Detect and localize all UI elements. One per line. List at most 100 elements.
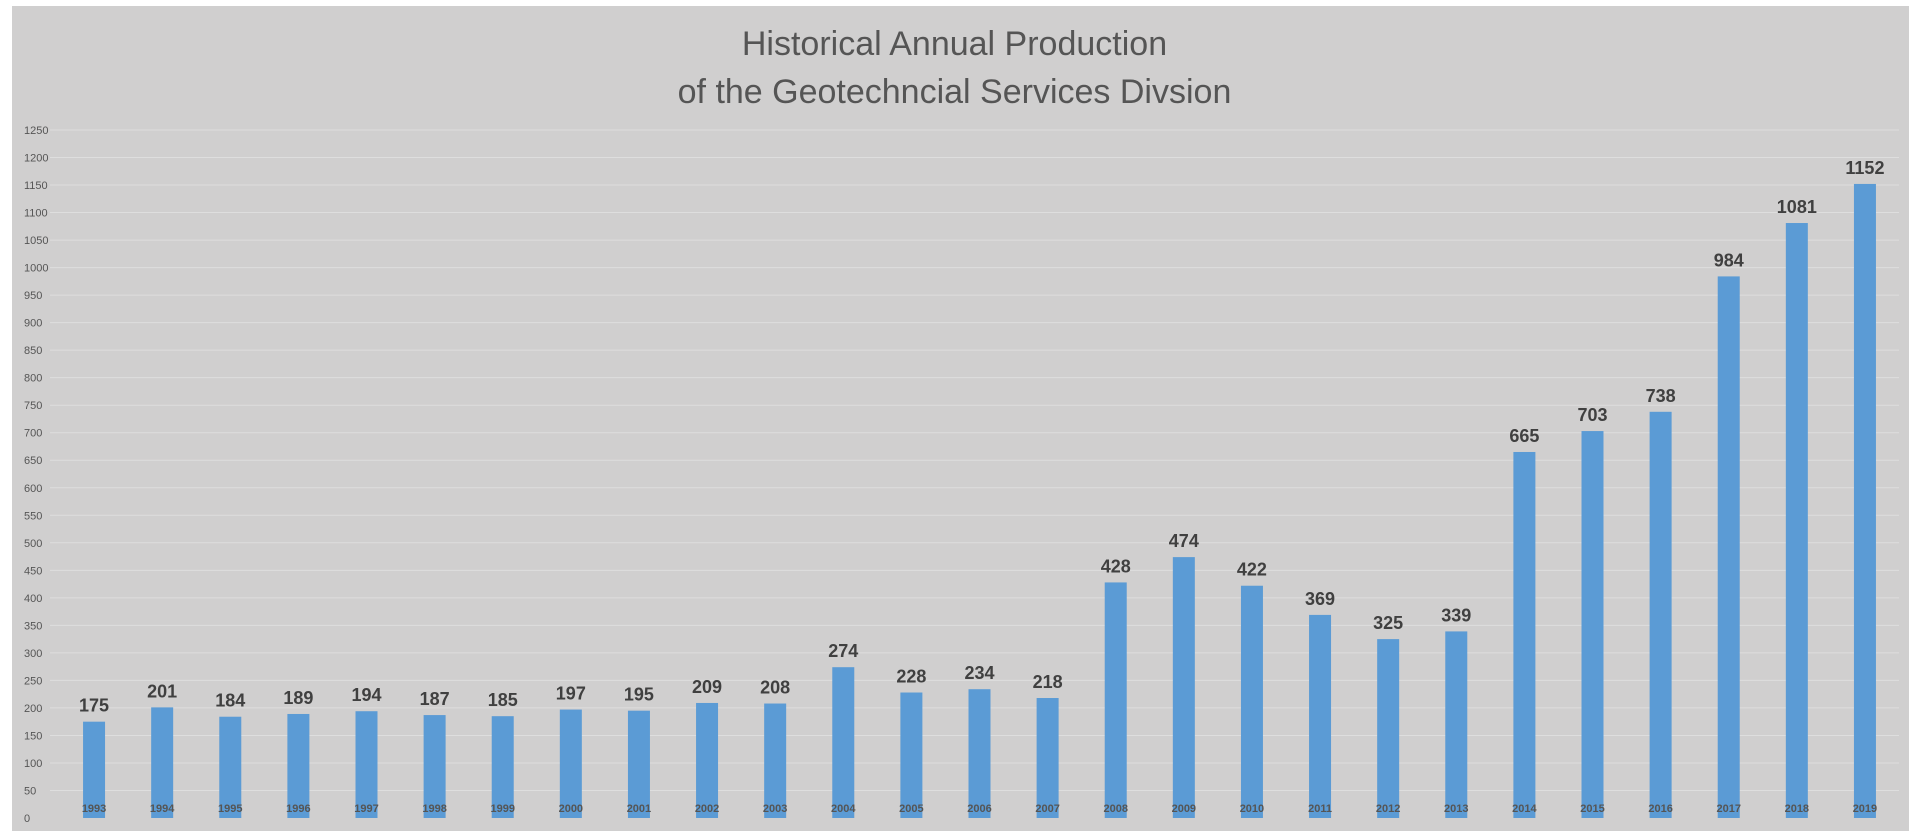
- x-tick-label: 2002: [695, 803, 719, 815]
- data-label: 189: [283, 688, 313, 708]
- bar: [1172, 557, 1195, 818]
- x-tick-label: 2001: [627, 803, 651, 815]
- x-tick-label: 2007: [1035, 803, 1059, 815]
- x-tick-label: 2016: [1648, 803, 1672, 815]
- y-axis-ticks: 0 50 100 150 200 250 300 350 400 450 500 550 600 650 7…: [24, 125, 48, 825]
- data-label: 234: [964, 663, 994, 683]
- y-tick-label: 650: [24, 455, 42, 467]
- y-tick-label: 450: [24, 565, 42, 577]
- y-tick-label: 700: [24, 428, 42, 440]
- x-tick-label: 2008: [1103, 803, 1127, 815]
- bar: [764, 703, 787, 818]
- data-label: 218: [1033, 672, 1063, 692]
- bar: [491, 716, 514, 818]
- data-label: 984: [1714, 250, 1744, 270]
- data-label: 422: [1237, 560, 1267, 580]
- y-tick-label: 900: [24, 318, 42, 330]
- y-tick-label: 1000: [24, 263, 48, 275]
- x-tick-label: 2011: [1308, 803, 1332, 815]
- y-tick-label: 100: [24, 758, 42, 770]
- x-tick-label: 2013: [1444, 803, 1468, 815]
- x-tick-label: 1995: [218, 803, 242, 815]
- x-tick-label: 2000: [559, 803, 583, 815]
- bar: [696, 702, 719, 818]
- chart-title-line-1: Historical Annual Production: [741, 25, 1168, 63]
- bar: [1309, 614, 1332, 818]
- x-tick-label: 2019: [1853, 803, 1877, 815]
- data-label: 1081: [1777, 197, 1817, 217]
- x-tick-label: 1998: [422, 803, 446, 815]
- data-label: 187: [420, 689, 450, 709]
- data-label: 369: [1305, 589, 1335, 609]
- bar: [1649, 411, 1672, 818]
- bar: [627, 710, 650, 818]
- y-tick-label: 800: [24, 373, 42, 385]
- bar: [1581, 431, 1604, 818]
- bar: [832, 667, 855, 818]
- bar: [968, 689, 991, 818]
- bar: [1104, 582, 1127, 818]
- x-tick-label: 1997: [354, 803, 378, 815]
- x-tick-label: 2012: [1376, 803, 1400, 815]
- bar: [423, 715, 446, 818]
- x-tick-label: 2017: [1716, 803, 1740, 815]
- y-tick-label: 1100: [24, 208, 48, 220]
- data-label: 665: [1509, 426, 1539, 446]
- y-tick-label: 200: [24, 703, 42, 715]
- x-tick-label: 1996: [286, 803, 310, 815]
- data-label: 325: [1373, 613, 1403, 633]
- data-label: 195: [624, 685, 654, 705]
- y-tick-label: 350: [24, 620, 42, 632]
- data-label: 175: [79, 696, 109, 716]
- bar: [1513, 451, 1536, 818]
- x-tick-label: 2018: [1785, 803, 1809, 815]
- y-tick-label: 300: [24, 648, 42, 660]
- data-label: 194: [351, 685, 381, 705]
- data-label: 197: [556, 684, 586, 704]
- data-label: 274: [828, 641, 858, 661]
- data-label: 428: [1101, 556, 1131, 576]
- bar: [1445, 631, 1468, 818]
- y-tick-label: 1050: [24, 235, 48, 247]
- data-label: 474: [1169, 531, 1199, 551]
- y-tick-label: 1200: [24, 153, 48, 165]
- data-label: 339: [1441, 605, 1471, 625]
- data-label: 185: [488, 690, 518, 710]
- bar: [1785, 223, 1808, 819]
- data-label: 703: [1577, 405, 1607, 425]
- y-tick-label: 750: [24, 400, 42, 412]
- data-label: 228: [896, 667, 926, 687]
- x-tick-label: 2005: [899, 803, 923, 815]
- y-tick-label: 1150: [24, 180, 48, 192]
- bar: [219, 716, 242, 818]
- y-tick-label: 500: [24, 538, 42, 550]
- x-tick-label: 2003: [763, 803, 787, 815]
- bar: [1853, 183, 1876, 818]
- y-tick-label: 0: [24, 813, 30, 825]
- chart-title-line-2: of the Geotechncial Services Divsion: [677, 73, 1232, 111]
- bar: [151, 707, 174, 818]
- x-tick-label: 1994: [150, 803, 175, 815]
- y-tick-label: 50: [24, 785, 36, 797]
- bar: [900, 692, 923, 818]
- data-label: 209: [692, 677, 722, 697]
- bar: [559, 709, 582, 818]
- y-tick-label: 600: [24, 483, 42, 495]
- y-tick-label: 550: [24, 510, 42, 522]
- y-tick-label: 250: [24, 675, 42, 687]
- x-tick-label: 2004: [831, 803, 856, 815]
- x-tick-label: 1993: [82, 803, 106, 815]
- data-label: 208: [760, 678, 790, 698]
- x-tick-label: 2009: [1172, 803, 1196, 815]
- x-axis-ticks: 1993 1994 1995 1996 1997 1998 1999 2000 2001 2002…: [82, 803, 1877, 815]
- bar: [83, 721, 106, 818]
- bar: [1717, 276, 1740, 819]
- x-tick-label: 1999: [490, 803, 514, 815]
- chart-title: Historical Annual Production of the Geot…: [0, 20, 1909, 116]
- data-labels: 175 201 184 189 194 187 185 197 195 209 208 274 228 2…: [79, 158, 1884, 716]
- x-tick-label: 2010: [1240, 803, 1264, 815]
- y-tick-label: 950: [24, 290, 42, 302]
- y-tick-label: 150: [24, 730, 42, 742]
